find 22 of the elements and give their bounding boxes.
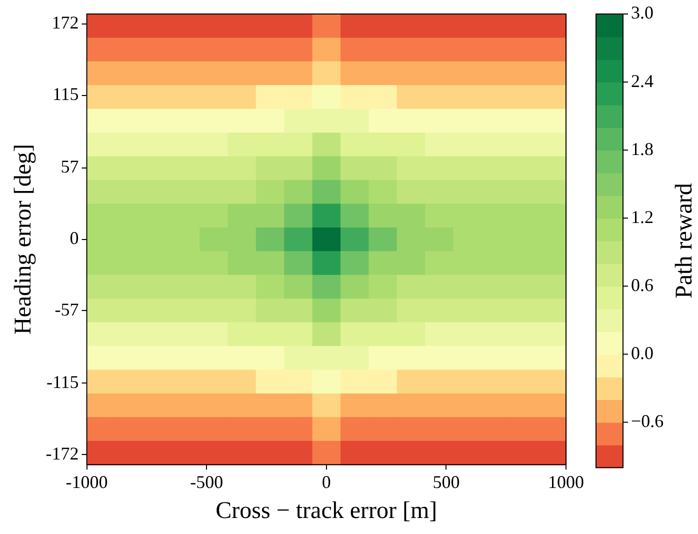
color-bar-label: −0.6 bbox=[631, 410, 664, 431]
y-tick-label: -115 bbox=[46, 372, 79, 392]
color-bar-label: 1.2 bbox=[631, 206, 654, 227]
color-bar-label: 3.0 bbox=[631, 2, 654, 23]
color-bar-label: 0.6 bbox=[631, 274, 654, 295]
y-tick-label: -57 bbox=[54, 299, 79, 320]
color-bar-label: 2.4 bbox=[631, 70, 654, 91]
color-bar-title: Path reward bbox=[671, 183, 698, 298]
color-bar-label: 0.0 bbox=[631, 342, 654, 363]
x-tick-label: -500 bbox=[190, 472, 224, 492]
x-tick-label: 500 bbox=[432, 472, 460, 492]
color-bar-label: 1.8 bbox=[631, 138, 654, 159]
x-tick-label: 1000 bbox=[548, 472, 584, 492]
y-tick-label: 172 bbox=[52, 12, 79, 33]
x-tick-label: 0 bbox=[322, 472, 331, 492]
y-tick-label: 0 bbox=[70, 228, 79, 248]
y-axis-title: Heading error [deg] bbox=[10, 144, 37, 335]
y-tick-label: 115 bbox=[52, 84, 79, 104]
x-tick-label: -1000 bbox=[66, 472, 108, 492]
y-tick-label: 57 bbox=[60, 156, 79, 177]
x-axis-title: Cross − track error [m] bbox=[216, 498, 438, 524]
y-tick-label: -172 bbox=[46, 443, 79, 464]
